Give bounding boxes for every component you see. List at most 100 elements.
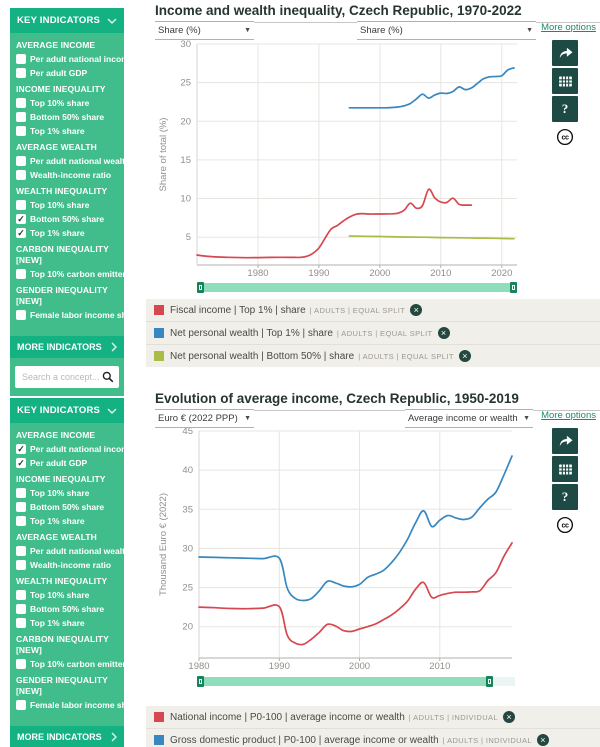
time-range-slider[interactable] [197, 282, 517, 293]
sidebar-item-bottom-50-share[interactable]: ✓ Bottom 50% share [16, 213, 118, 225]
dropdown-arrow-icon: ▼ [526, 27, 533, 34]
help-button[interactable]: ? [552, 96, 578, 122]
sidebar-item-per-adult-national-wealth[interactable]: Per adult national wealth [16, 545, 130, 557]
checkbox[interactable] [16, 604, 26, 614]
sidebar-item-top-1-share[interactable]: ✓ Top 1% share [16, 227, 118, 239]
key-indicators-header[interactable]: KEY INDICATORS [10, 8, 124, 33]
sidebar-item-bottom-50-share[interactable]: Bottom 50% share [16, 111, 118, 123]
time-range-slider[interactable] [197, 676, 515, 687]
checkbox-checked[interactable]: ✓ [16, 444, 26, 454]
checkbox-checked[interactable]: ✓ [16, 214, 26, 224]
sidebar-item-top-10-carbon-emitters[interactable]: Top 10% carbon emitters [16, 268, 130, 280]
close-icon[interactable]: × [536, 734, 549, 746]
sidebar-item-label: Wealth-income ratio [30, 170, 112, 180]
checkbox[interactable] [16, 310, 26, 320]
sidebar-item-top-1-share[interactable]: Top 1% share [16, 515, 118, 527]
slider-handle-left[interactable] [197, 282, 204, 293]
more-options-link[interactable]: More options [541, 410, 596, 421]
checkbox[interactable] [16, 659, 26, 669]
more-options-link[interactable]: More options [541, 22, 596, 33]
sidebar-item-top-10-carbon-emitters[interactable]: Top 10% carbon emitters [16, 658, 130, 670]
checkbox[interactable] [16, 516, 26, 526]
sidebar-item-per-adult-gdp[interactable]: ✓ Per adult GDP [16, 457, 118, 469]
help-button[interactable]: ? [552, 484, 578, 510]
checkbox[interactable] [16, 700, 26, 710]
sidebar-item-wealth-income-ratio[interactable]: Wealth-income ratio [16, 559, 118, 571]
checkbox[interactable] [16, 618, 26, 628]
checkbox[interactable] [16, 170, 26, 180]
inequality-line-chart[interactable]: 5 10 15 20 25 30 1980 1990 2000 2010 2020 Share of … [146, 40, 600, 280]
chart-legend: National income | P0-100 | average incom… [146, 706, 600, 747]
unit-select[interactable]: Share (%) ▼ [155, 21, 254, 40]
more-indicators-button[interactable]: MORE INDICATORS [10, 726, 124, 747]
sidebar-item-per-adult-gdp[interactable]: Per adult GDP [16, 67, 118, 79]
share-button[interactable] [552, 40, 578, 66]
sidebar-item-top-1-share[interactable]: Top 1% share [16, 125, 118, 137]
metric-select[interactable]: Share (%) ▼ [357, 21, 536, 40]
checkbox[interactable] [16, 502, 26, 512]
share-button[interactable] [552, 428, 578, 454]
sidebar-item-top-1-share[interactable]: Top 1% share [16, 617, 118, 629]
sidebar-item-top-10-share[interactable]: Top 10% share [16, 97, 118, 109]
average-income-line-chart[interactable]: 20 25 30 35 40 45 1980 1990 2000 2010 Thousand Eur… [146, 428, 600, 672]
checkbox[interactable] [16, 112, 26, 122]
chart-legend: Fiscal income | Top 1% | share | ADULTS |… [146, 299, 600, 367]
svg-text:2010: 2010 [429, 661, 450, 672]
sidebar-item-label: Per adult national income [30, 54, 134, 64]
sidebar-body: AVERAGE INCOME ✓ Per adult national income… [10, 423, 140, 717]
sidebar-item-wealth-income-ratio[interactable]: Wealth-income ratio [16, 169, 118, 181]
sidebar-item-top-10-share[interactable]: Top 10% share [16, 487, 118, 499]
table-button[interactable] [552, 456, 578, 482]
sidebar-item-bottom-50-share[interactable]: Bottom 50% share [16, 501, 118, 513]
svg-text:10: 10 [180, 194, 191, 205]
close-icon[interactable]: × [410, 304, 423, 316]
cc-icon: cc [556, 516, 574, 534]
dropdown-arrow-icon: ▼ [523, 415, 530, 422]
checkbox[interactable] [16, 156, 26, 166]
chart-toolbar: ? cc [552, 40, 579, 146]
sidebar-item-female-labor-income-share[interactable]: Female labor income share [16, 309, 140, 321]
slider-handle-left[interactable] [197, 676, 204, 687]
sidebar-section-title: WEALTH INEQUALITY [16, 576, 108, 586]
sidebar-item-per-adult-national-wealth[interactable]: Per adult national wealth [16, 155, 130, 167]
sidebar-item-female-labor-income-share[interactable]: Female labor income share [16, 699, 140, 711]
checkbox[interactable] [16, 200, 26, 210]
search-input[interactable] [20, 371, 102, 383]
sidebar-item-per-adult-national-income[interactable]: Per adult national income [16, 53, 133, 65]
checkbox[interactable] [16, 488, 26, 498]
checkbox[interactable] [16, 98, 26, 108]
cc-license-badge[interactable]: cc [556, 516, 574, 534]
close-icon[interactable]: × [458, 350, 471, 362]
slider-track[interactable] [197, 677, 515, 686]
more-indicators-button[interactable]: MORE INDICATORS [10, 336, 124, 358]
tick-labels: 20 25 30 35 40 45 1980 1990 2000 2010 Thousand Eur… [158, 428, 450, 672]
sidebar-item-top-10-share[interactable]: Top 10% share [16, 199, 118, 211]
cc-license-badge[interactable]: cc [556, 128, 574, 146]
slider-handle-right[interactable] [510, 282, 517, 293]
close-icon[interactable]: × [437, 327, 450, 339]
key-indicators-header[interactable]: KEY INDICATORS [10, 398, 124, 423]
checkbox[interactable] [16, 68, 26, 78]
slider-track[interactable] [197, 283, 517, 292]
slider-selected-range[interactable] [197, 677, 493, 686]
slider-selected-range[interactable] [197, 283, 517, 292]
checkbox[interactable] [16, 590, 26, 600]
sidebar-item-top-10-share[interactable]: Top 10% share [16, 589, 118, 601]
metric-select-value: Share (%) [360, 25, 403, 36]
metric-select[interactable]: Average income or wealth ▼ [405, 409, 533, 428]
slider-handle-right[interactable] [485, 676, 493, 687]
close-icon[interactable]: × [503, 711, 516, 723]
table-button[interactable] [552, 68, 578, 94]
checkbox[interactable] [16, 54, 26, 64]
sidebar-item-label: Top 1% share [30, 516, 85, 526]
checkbox[interactable] [16, 546, 26, 556]
svg-text:2000: 2000 [369, 268, 390, 279]
checkbox-checked[interactable]: ✓ [16, 228, 26, 238]
checkbox[interactable] [16, 560, 26, 570]
checkbox[interactable] [16, 269, 26, 279]
checkbox[interactable] [16, 126, 26, 136]
sidebar-item-per-adult-national-income[interactable]: ✓ Per adult national income [16, 443, 133, 455]
checkbox-checked[interactable]: ✓ [16, 458, 26, 468]
sidebar-item-bottom-50-share[interactable]: Bottom 50% share [16, 603, 118, 615]
unit-select[interactable]: Euro € (2022 PPP) ▼ [155, 409, 254, 428]
